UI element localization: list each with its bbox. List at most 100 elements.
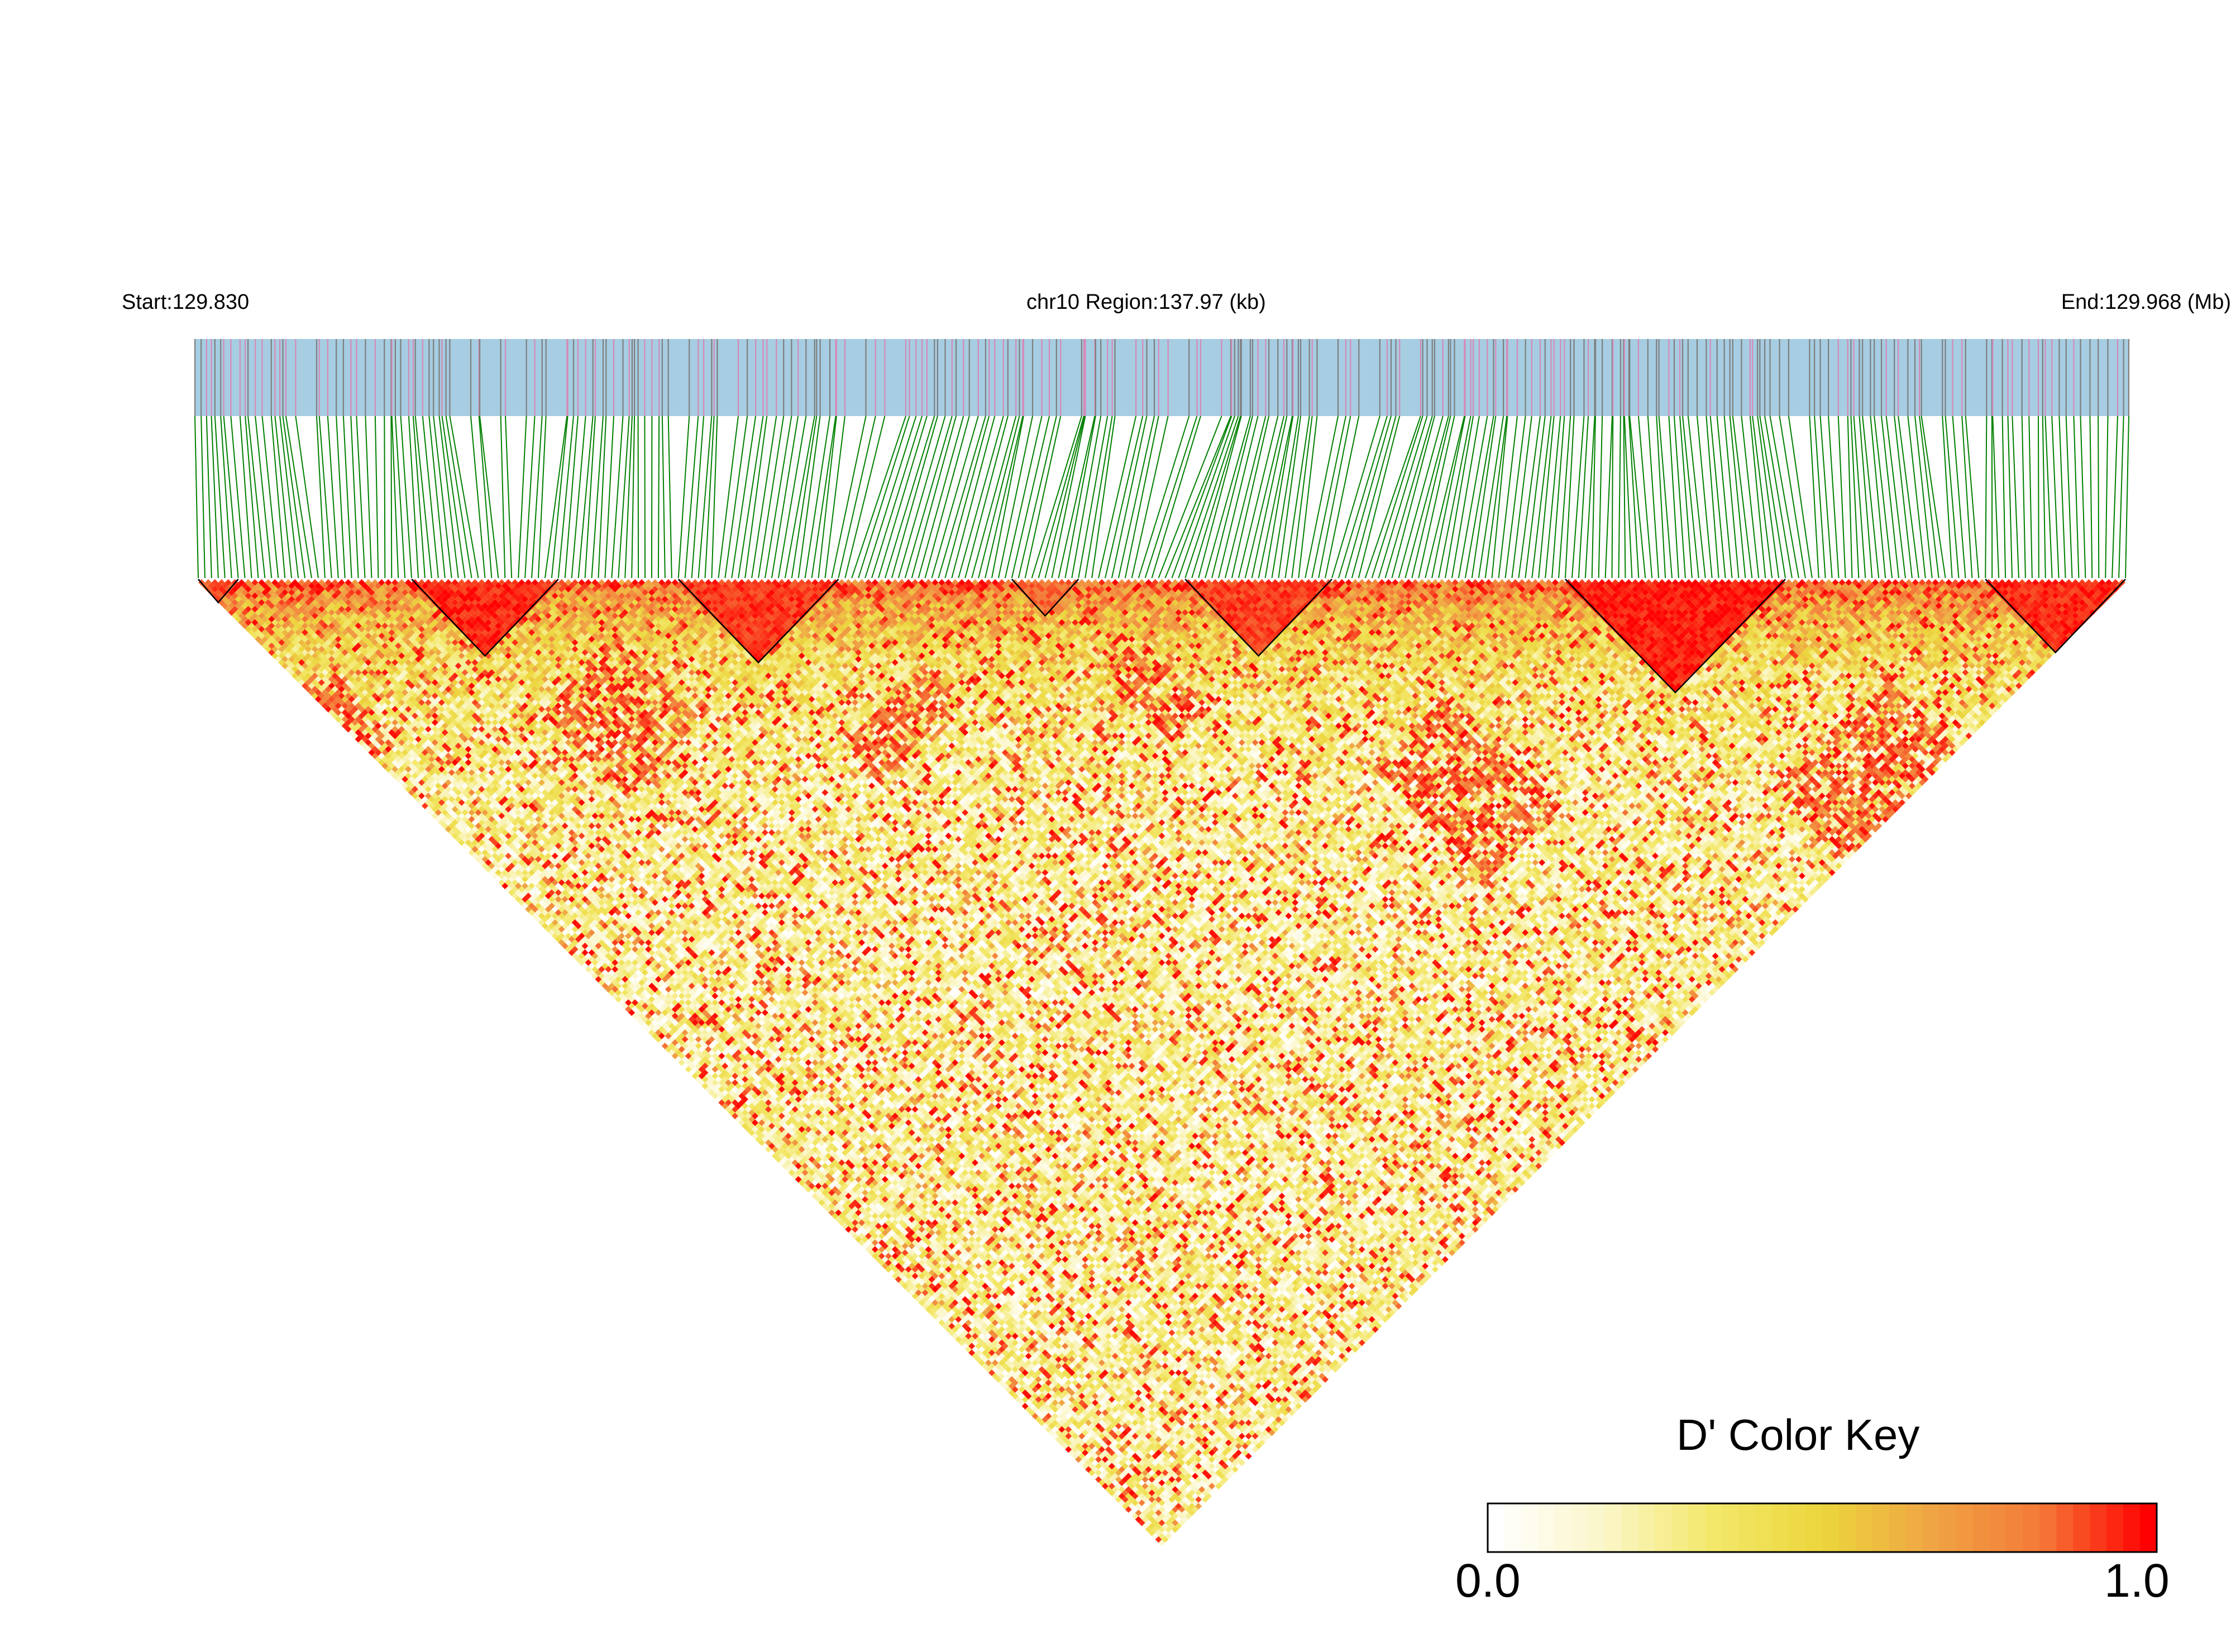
snp-connector <box>632 416 634 578</box>
snp-connector <box>899 416 945 578</box>
snp-connector <box>885 416 934 578</box>
snp-connector <box>772 416 798 578</box>
snp-connector <box>662 416 665 578</box>
snp-connector <box>384 416 385 578</box>
snp-connector <box>505 416 512 578</box>
snp-connector <box>1005 416 1042 578</box>
snp-connector <box>1724 416 1739 578</box>
snp-connector <box>618 416 629 578</box>
snp-connector <box>392 416 398 578</box>
snp-connector <box>2045 416 2052 578</box>
snp-connector <box>1717 416 1732 578</box>
snp-connector <box>1599 416 1602 578</box>
snp-connector <box>1770 416 1799 578</box>
snp-connector <box>2074 416 2079 578</box>
snp-connector <box>1898 416 1919 578</box>
snp-connector <box>832 416 866 578</box>
snp-connector <box>952 416 995 578</box>
snp-connector <box>283 416 305 578</box>
snp-connector <box>365 416 371 578</box>
snp-connector <box>538 416 546 578</box>
snp-connector <box>1245 416 1284 578</box>
snp-connector <box>765 416 791 578</box>
snp-connector <box>1757 416 1779 578</box>
snp-connector <box>1139 416 1189 578</box>
snp-connector <box>1618 416 1620 578</box>
snp-connector <box>201 416 205 578</box>
snp-connector <box>1539 416 1554 578</box>
snp-connector <box>2012 416 2019 578</box>
snp-connector <box>838 416 875 578</box>
ld-heatmap-cells <box>198 579 2125 1546</box>
snp-connector <box>738 416 763 578</box>
snp-connector <box>2119 416 2124 578</box>
snp-connector <box>1392 416 1434 578</box>
snp-connector <box>1386 416 1432 578</box>
snp-connector <box>1572 416 1584 578</box>
snp-connector <box>545 416 567 578</box>
snp-connector <box>446 416 472 578</box>
snp-connector <box>351 416 358 578</box>
snp-connector <box>1172 416 1231 578</box>
snp-connector <box>1219 416 1258 578</box>
snp-connector <box>231 416 245 578</box>
snp-connector <box>858 416 909 578</box>
snp-connector <box>262 416 278 578</box>
snp-connector <box>945 416 989 578</box>
snp-connector <box>1985 416 1986 578</box>
snp-connector <box>658 416 659 578</box>
snp-connector <box>215 416 225 578</box>
snp-connector <box>1733 416 1752 578</box>
snp-connector <box>395 416 405 578</box>
snp-connector <box>1145 416 1197 578</box>
snp-connector <box>865 416 916 578</box>
snp-connector <box>2080 416 2085 578</box>
snp-connector <box>2038 416 2039 578</box>
snp-connector <box>479 416 492 578</box>
snp-connector <box>1225 416 1265 578</box>
snp-connector <box>638 416 639 578</box>
snp-connector <box>2008 416 2012 578</box>
snp-connector <box>1760 416 1785 578</box>
snp-connector <box>1459 416 1487 578</box>
snp-connector <box>1312 416 1346 578</box>
snp-connector <box>1212 416 1253 578</box>
snp-connector <box>336 416 345 578</box>
snp-connector <box>1730 416 1746 578</box>
snp-connector <box>1606 416 1612 578</box>
snp-connector <box>679 416 690 578</box>
snp-position-track <box>195 339 2129 416</box>
snp-connector <box>1848 416 1852 578</box>
snp-connector <box>2043 416 2046 578</box>
snp-connector <box>1750 416 1765 578</box>
snp-connector <box>552 416 568 578</box>
snp-connector-lines <box>195 416 2129 578</box>
snp-connector <box>2052 416 2058 578</box>
snp-connector <box>978 416 1019 578</box>
snp-connector <box>692 416 704 578</box>
snp-connector <box>612 416 623 578</box>
snp-connector <box>1305 416 1338 578</box>
snp-connector <box>912 416 956 578</box>
snp-connector <box>1922 416 1946 578</box>
snp-connector <box>812 416 836 578</box>
snp-connector <box>668 416 672 578</box>
snp-connector <box>819 416 837 578</box>
snp-connector <box>1993 416 1999 578</box>
snp-connector <box>1741 416 1759 578</box>
snp-connector <box>1697 416 1712 578</box>
snp-connector <box>1198 416 1241 578</box>
snp-connector <box>501 416 505 578</box>
snp-connector <box>925 416 969 578</box>
snp-connector <box>207 416 212 578</box>
snp-connector <box>1485 416 1507 578</box>
snp-connector <box>644 416 645 578</box>
snp-connector <box>195 416 198 578</box>
snp-connector <box>2059 416 2065 578</box>
snp-connector <box>1165 416 1231 578</box>
snp-connector <box>2112 416 2118 578</box>
snp-connector <box>919 416 964 578</box>
snp-connector <box>1325 416 1359 578</box>
snp-connector <box>579 416 593 578</box>
